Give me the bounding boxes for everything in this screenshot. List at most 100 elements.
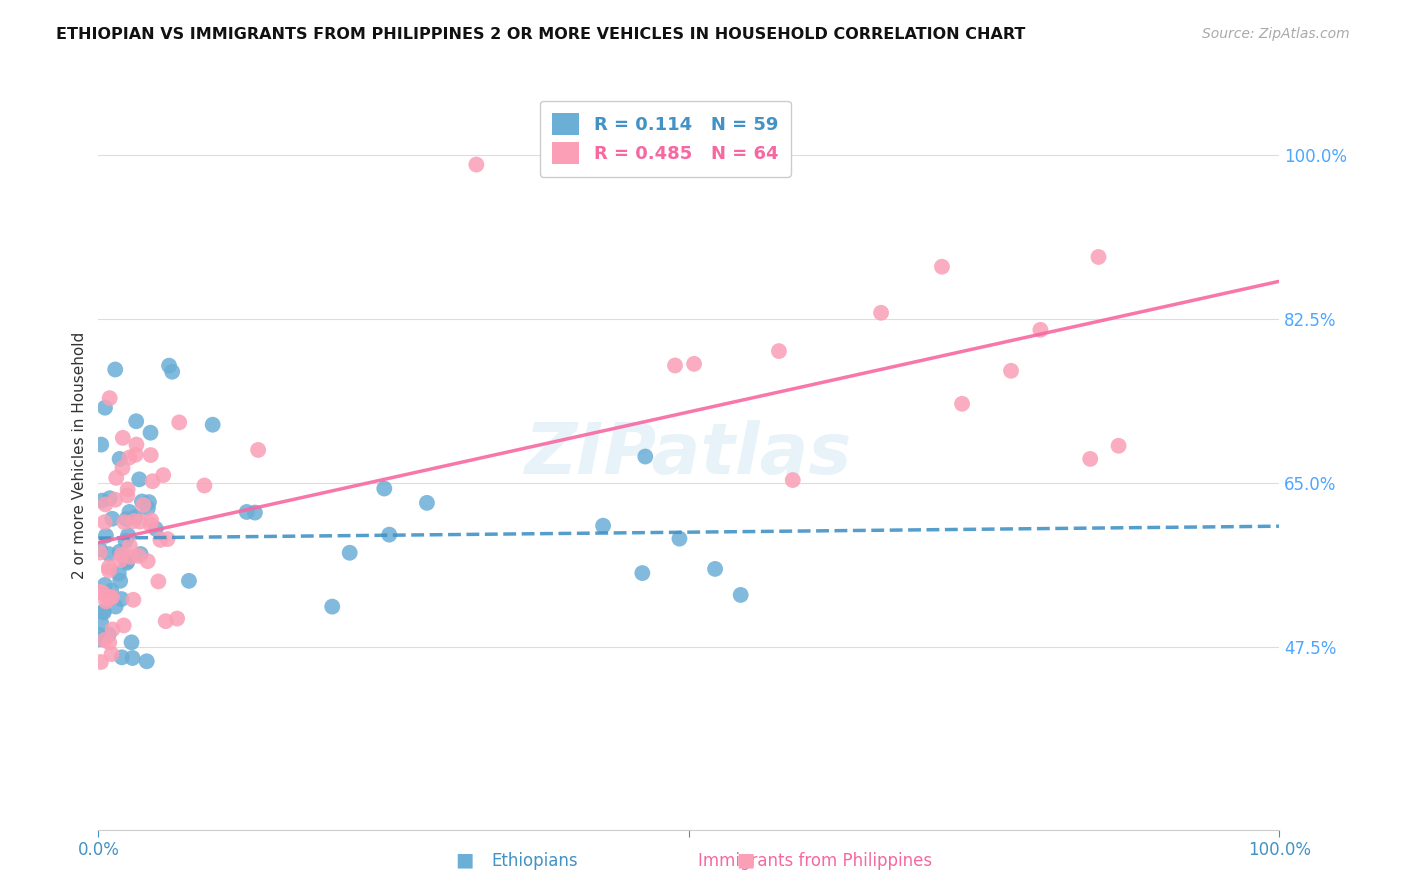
Point: [704, 562, 727, 576]
Point: [93, 605, 115, 619]
Point: [121, 651, 143, 665]
Point: [683, 357, 706, 371]
Text: Source: ZipAtlas.com: Source: ZipAtlas.com: [1202, 27, 1350, 41]
Point: [247, 442, 270, 457]
Point: [870, 306, 893, 320]
Point: [139, 517, 162, 532]
Point: [145, 522, 167, 536]
Point: [94, 401, 117, 415]
Point: [128, 549, 150, 563]
Point: [101, 623, 124, 637]
Point: [148, 574, 170, 589]
Point: [156, 532, 179, 546]
Point: [373, 482, 395, 496]
Point: [100, 647, 122, 661]
Point: [950, 397, 973, 411]
Point: [97, 627, 120, 641]
Point: [90, 655, 112, 669]
Point: [110, 553, 132, 567]
Point: [97, 560, 120, 574]
Point: [132, 498, 155, 512]
Text: ■: ■: [735, 851, 755, 870]
Point: [112, 618, 135, 632]
Point: [193, 478, 215, 492]
Point: [90, 615, 112, 630]
Point: [142, 474, 165, 488]
Point: [136, 501, 159, 516]
Point: [89, 545, 111, 559]
Point: [118, 505, 141, 519]
Point: [1087, 250, 1109, 264]
Point: [149, 533, 172, 547]
Point: [135, 654, 157, 668]
Point: [101, 591, 124, 605]
Point: [89, 542, 111, 557]
Point: [111, 461, 134, 475]
Point: [87, 632, 110, 647]
Point: [634, 450, 657, 464]
Point: [155, 614, 177, 628]
Point: [94, 578, 117, 592]
Point: [138, 495, 160, 509]
Point: [105, 471, 128, 485]
Point: [1078, 451, 1101, 466]
Point: [115, 556, 138, 570]
Point: [125, 437, 148, 451]
Point: [115, 512, 138, 526]
Point: [104, 599, 127, 614]
Point: [152, 468, 174, 483]
Point: [94, 498, 117, 512]
Point: [416, 496, 439, 510]
Point: [87, 628, 110, 642]
Point: [118, 450, 141, 465]
Y-axis label: 2 or more Vehicles in Household: 2 or more Vehicles in Household: [72, 331, 87, 579]
Text: Ethiopians: Ethiopians: [491, 852, 578, 870]
Point: [89, 585, 111, 599]
Point: [167, 416, 190, 430]
Point: [93, 632, 115, 647]
Point: [114, 533, 136, 548]
Point: [141, 513, 163, 527]
Point: [160, 365, 183, 379]
Point: [235, 505, 257, 519]
Point: [1029, 323, 1052, 337]
Point: [339, 546, 361, 560]
Point: [122, 592, 145, 607]
Point: [112, 515, 135, 529]
Point: [131, 494, 153, 508]
Point: [121, 635, 143, 649]
Point: [201, 417, 224, 432]
Point: [117, 554, 139, 568]
Point: [465, 157, 488, 171]
Point: [664, 359, 686, 373]
Point: [321, 599, 343, 614]
Point: [94, 529, 117, 543]
Point: [104, 492, 127, 507]
Point: [129, 515, 152, 529]
Point: [122, 514, 145, 528]
Point: [139, 425, 162, 440]
Point: [101, 512, 124, 526]
Point: [157, 359, 180, 373]
Point: [125, 414, 148, 428]
Point: [1108, 439, 1130, 453]
Text: ETHIOPIAN VS IMMIGRANTS FROM PHILIPPINES 2 OR MORE VEHICLES IN HOUSEHOLD CORRELA: ETHIOPIAN VS IMMIGRANTS FROM PHILIPPINES…: [56, 27, 1025, 42]
Text: ZIPatlas: ZIPatlas: [526, 420, 852, 490]
Point: [108, 451, 131, 466]
Point: [111, 650, 134, 665]
Point: [129, 547, 152, 561]
Point: [94, 594, 117, 608]
Point: [378, 527, 401, 541]
Point: [91, 605, 114, 619]
Point: [111, 548, 134, 562]
Point: [108, 544, 131, 558]
Point: [124, 510, 146, 524]
Point: [98, 547, 121, 561]
Point: [125, 448, 148, 462]
Point: [768, 344, 790, 359]
Point: [120, 549, 142, 564]
Point: [592, 518, 614, 533]
Point: [98, 491, 121, 506]
Point: [730, 588, 752, 602]
Point: [90, 437, 112, 451]
